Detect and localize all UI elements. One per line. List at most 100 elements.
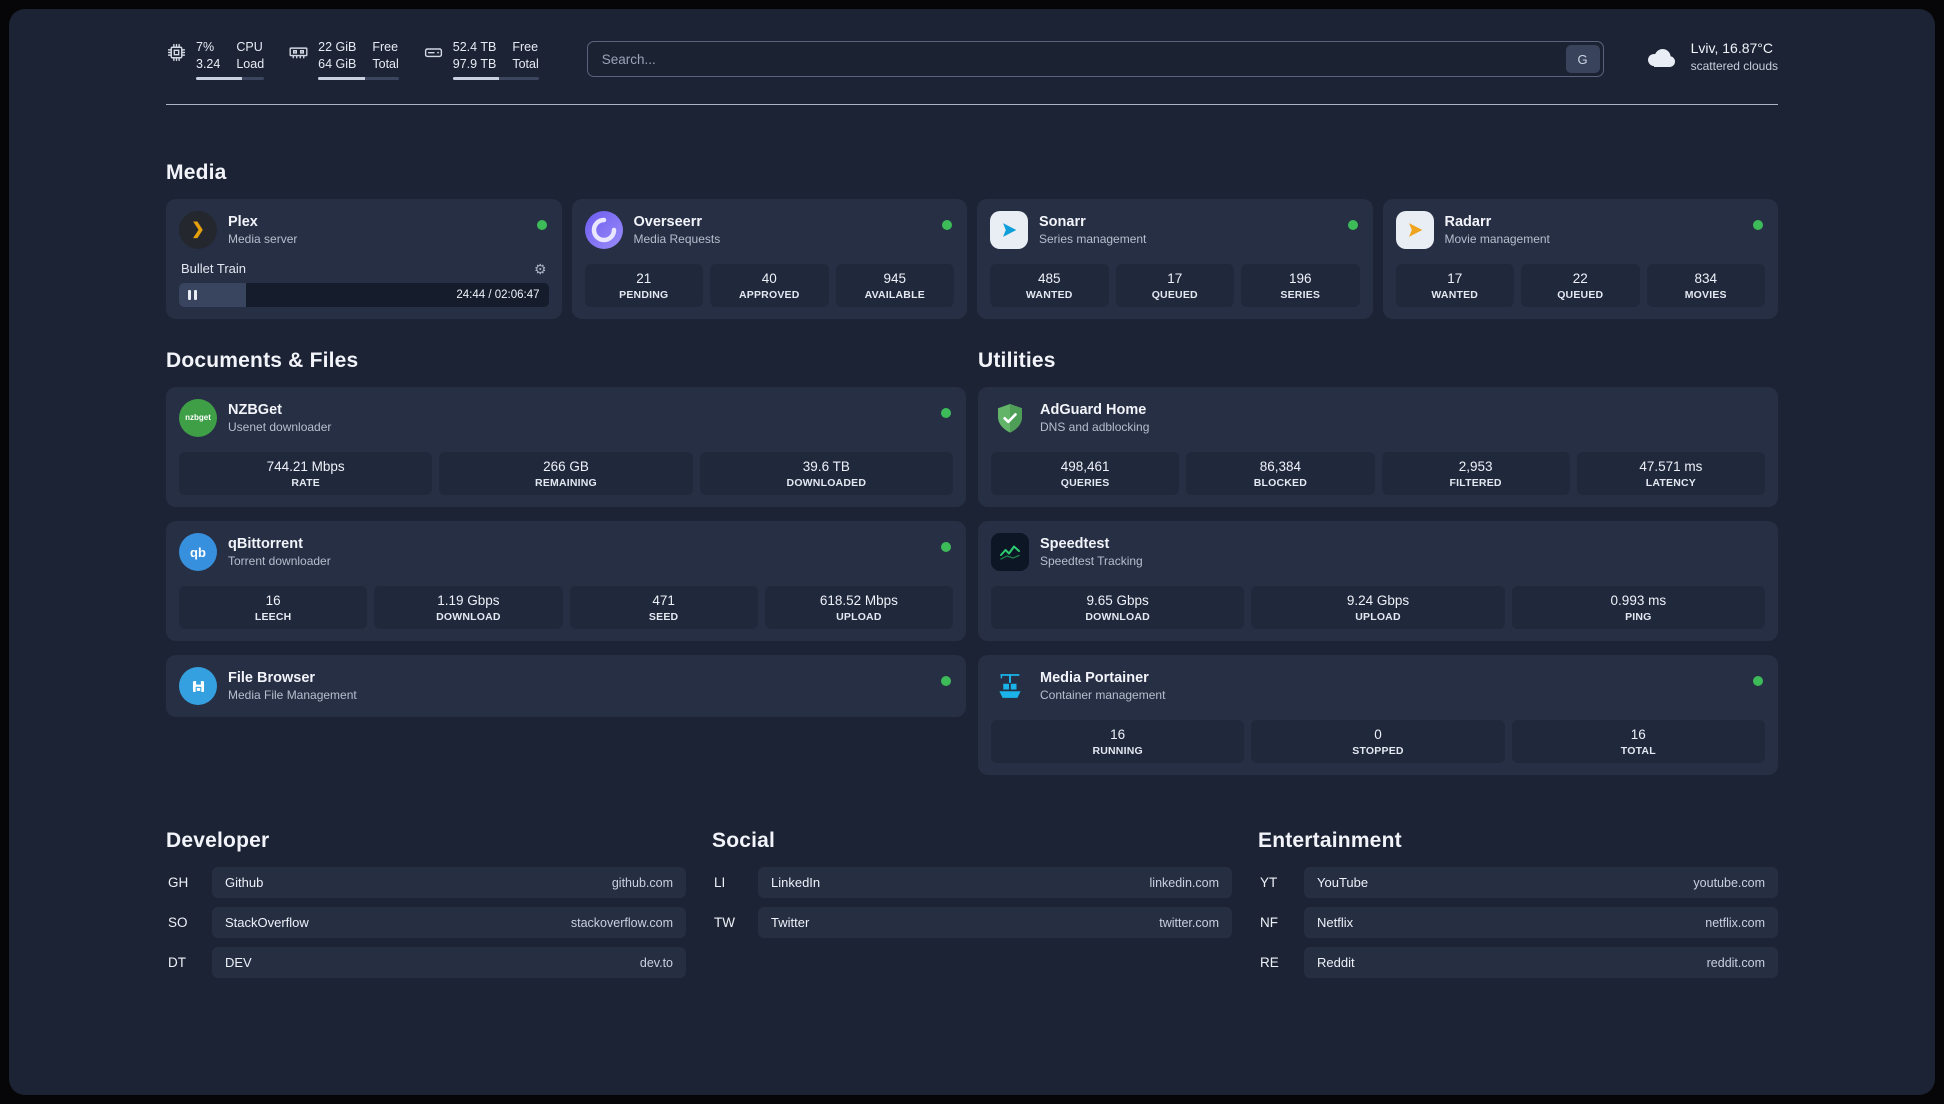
cpu-labels: CPU Load [236,40,265,71]
stat-tile: 834 MOVIES [1646,264,1765,307]
stat-value: 39.6 TB [802,459,850,474]
search-bar: G [586,41,1604,77]
cpu-values: 7% 3.24 [196,40,221,71]
status-dot [941,408,951,418]
portainer-card[interactable]: Media Portainer Container management 16 R… [978,655,1778,775]
storage-values: 52.4 TB 97.9 TB [452,40,497,71]
link-name: LinkedIn [771,875,821,890]
stat-tile: 17 WANTED [1395,264,1514,307]
stat-tile: 17 QUEUED [1115,264,1234,307]
link-name: Github [225,875,264,890]
link-url: linkedin.com [1149,875,1219,890]
radarr-icon [1395,211,1434,249]
stat-tile: 40 APPROVED [710,264,829,307]
settings-gear-icon[interactable]: ⚙ [533,260,547,277]
storage-progress-bar [452,77,539,80]
stat-label: DOWNLOADED [786,477,867,489]
stat-value: 618.52 Mbps [819,593,898,608]
status-dot [536,220,547,230]
link-abbr: LI [714,875,726,890]
playback-progress[interactable]: 24:44 / 02:06:47 [179,283,549,307]
stat-value: 266 GB [543,459,589,474]
link-row-linkedin[interactable]: LI LinkedIn linkedin.com [712,867,1232,898]
card-subtitle: Media Requests [633,232,721,246]
memory-metric: 22 GiB 64 GiB Free Total [288,39,399,80]
nzbget-card[interactable]: nzbget NZBGet Usenet downloader 744.21 M… [166,387,966,507]
overseerr-card[interactable]: Overseerr Media Requests 21 PENDING 40 APP… [571,199,967,319]
card-title: AdGuard Home [1040,402,1147,418]
status-dot [941,676,951,686]
stat-label: LEECH [254,611,292,623]
qbittorrent-icon: qb [179,533,217,571]
link-abbr: RE [1260,955,1279,970]
link-url: stackoverflow.com [570,915,673,930]
stat-label: PENDING [619,289,669,301]
cpu-progress-bar [196,77,265,80]
radarr-card[interactable]: Radarr Movie management 17 WANTED 22 QUEUE… [1382,199,1778,319]
ram-icon [288,42,309,63]
card-subtitle: Container management [1040,688,1166,702]
sonarr-card[interactable]: Sonarr Series management 485 WANTED 17 QUE… [977,199,1373,319]
section-title-social: Social [712,829,776,852]
stat-value: 40 [761,271,777,286]
speedtest-card[interactable]: Speedtest Speedtest Tracking 9.65 Gbps DO… [978,521,1778,641]
topbar: 7% 3.24 CPU Load [166,39,1778,80]
search-engine-badge[interactable]: G [1565,45,1600,73]
stat-value: 834 [1694,271,1718,286]
stat-value: 0.993 ms [1610,593,1667,608]
link-row-twitter[interactable]: TW Twitter twitter.com [712,907,1232,938]
speedtest-chart-icon [991,533,1029,571]
plex-icon: ❯ [179,211,217,249]
media-player: Bullet Train ⚙ 24:44 / 02:06:47 [179,250,549,307]
stat-tile: 485 WANTED [990,264,1109,307]
link-row-stackoverflow[interactable]: SO StackOverflow stackoverflow.com [166,907,686,938]
plex-card[interactable]: ❯ Plex Media server Bullet Train ⚙ [166,199,562,319]
link-row-youtube[interactable]: YT YouTube youtube.com [1258,867,1778,898]
qbittorrent-card[interactable]: qb qBittorrent Torrent downloader 16 LEEC… [166,521,966,641]
overseerr-icon [584,211,623,249]
stat-label: REMAINING [535,477,597,489]
card-title: Overseerr [633,214,703,230]
card-title: Radarr [1444,214,1492,230]
stat-label: APPROVED [738,289,800,301]
stat-tile: 196 SERIES [1241,264,1360,307]
stat-label: DOWNLOAD [436,611,501,623]
stat-value: 945 [883,271,907,286]
stat-value: 16 [1110,727,1126,742]
stat-value: 21 [636,271,652,286]
stat-tile: 0.993 ms PING [1511,586,1765,629]
link-name: Netflix [1317,915,1354,930]
link-name: YouTube [1317,875,1369,890]
adguard-card[interactable]: AdGuard Home DNS and adblocking 498,461 Q… [978,387,1778,507]
stat-tile: 9.65 Gbps DOWNLOAD [991,586,1245,629]
link-name: Reddit [1317,955,1355,970]
sonarr-icon [990,211,1028,249]
link-row-dev[interactable]: DT DEV dev.to [166,947,686,978]
storage-labels: Free Total [512,40,539,71]
stat-label: UPLOAD [1355,611,1401,623]
stat-label: PING [1625,611,1652,623]
link-abbr: TW [714,915,735,930]
card-title: Media Portainer [1040,670,1149,686]
stat-label: RUNNING [1092,745,1143,757]
card-title: Speedtest [1040,536,1110,552]
memory-values: 22 GiB 64 GiB [318,40,357,71]
memory-labels: Free Total [372,40,399,71]
section-media: Media ❯ Plex Media server Bullet Trai [166,161,1778,319]
stat-tile: 39.6 TB DOWNLOADED [699,452,953,495]
status-dot [942,220,952,230]
link-row-reddit[interactable]: RE Reddit reddit.com [1258,947,1778,978]
stat-value: 16 [1630,727,1646,742]
stat-label: RATE [291,477,320,489]
search-input[interactable] [586,41,1604,77]
stat-label: DOWNLOAD [1085,611,1150,623]
link-row-github[interactable]: GH Github github.com [166,867,686,898]
card-subtitle: Movie management [1444,232,1550,246]
weather-location: Lviv, 16.87°C [1690,40,1773,56]
link-row-netflix[interactable]: NF Netflix netflix.com [1258,907,1778,938]
pause-button[interactable] [188,290,197,300]
stat-tile: 498,461 QUERIES [991,452,1180,495]
filebrowser-card[interactable]: File Browser Media File Management [166,655,966,717]
stat-label: UPLOAD [836,611,882,623]
link-name: Twitter [771,915,810,930]
